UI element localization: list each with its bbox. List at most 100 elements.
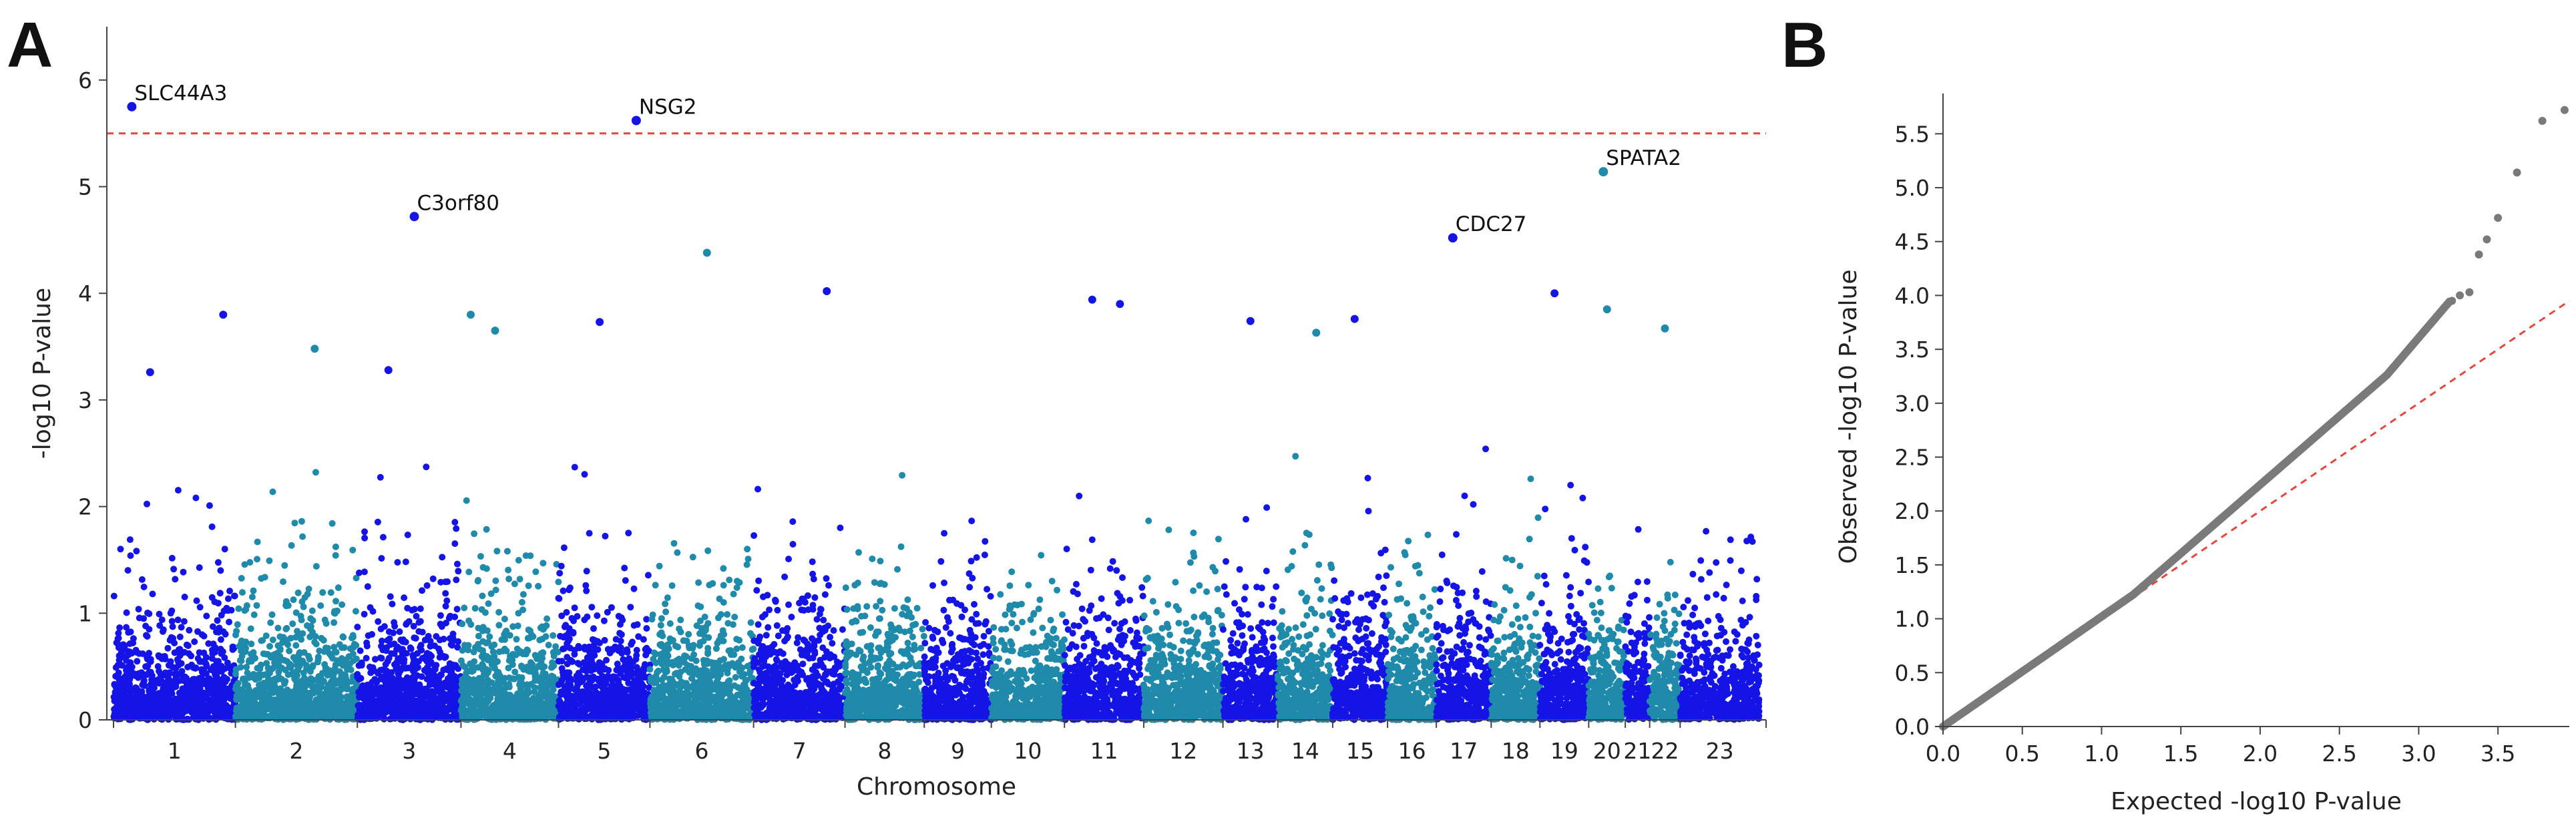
snp-point — [744, 546, 751, 553]
snp-point — [175, 662, 182, 669]
snp-point — [379, 534, 387, 541]
snp-point — [164, 682, 171, 689]
snp-point — [267, 619, 274, 626]
snp-point — [224, 715, 231, 723]
snp-point — [394, 559, 401, 566]
snp-point — [290, 700, 298, 708]
snp-point — [208, 523, 216, 530]
snp-point — [246, 559, 254, 566]
snp-point — [565, 686, 572, 694]
snp-point — [471, 530, 478, 538]
snp-point — [453, 576, 460, 584]
snp-point — [505, 674, 513, 681]
snp-point — [697, 603, 704, 610]
snp-point — [309, 662, 316, 669]
snp-point — [248, 594, 256, 600]
snp-point — [283, 636, 290, 644]
snp-point — [378, 654, 385, 662]
snp-point — [647, 678, 654, 685]
snp-point — [299, 533, 306, 540]
snp-point — [421, 655, 429, 662]
snp-point — [565, 697, 572, 704]
snp-point — [475, 624, 482, 632]
snp-point — [144, 609, 151, 616]
snp-point — [733, 636, 740, 643]
snp-point — [349, 546, 357, 554]
snp-point — [605, 690, 612, 696]
snp-point — [670, 540, 678, 547]
snp-point — [115, 714, 122, 721]
snp-point — [298, 598, 306, 605]
snp-point — [246, 657, 253, 664]
snp-point — [565, 708, 572, 715]
snp-point — [391, 676, 398, 684]
snp-point — [335, 584, 342, 592]
snp-point — [375, 618, 382, 625]
snp-point — [377, 473, 384, 481]
snp-point — [265, 693, 272, 700]
snp-point — [131, 670, 138, 678]
snp-point — [515, 703, 522, 710]
snp-point — [166, 698, 174, 705]
snp-point — [479, 592, 486, 600]
snp-point — [205, 640, 212, 647]
snp-point — [436, 654, 443, 661]
snp-point — [395, 655, 402, 662]
snp-point — [625, 530, 632, 537]
snp-point — [622, 660, 629, 668]
snp-point — [168, 554, 176, 562]
snp-point — [336, 692, 343, 700]
snp-point — [128, 664, 135, 672]
snp-point — [479, 564, 487, 571]
snp-point — [681, 690, 688, 698]
snp-point — [191, 638, 198, 645]
snp-point — [433, 678, 441, 685]
snp-point — [730, 590, 737, 598]
snp-point — [475, 577, 482, 584]
snp-point — [600, 617, 608, 624]
snp-point — [603, 656, 610, 664]
snp-point — [689, 554, 696, 561]
snp-point — [135, 606, 142, 613]
snp-point — [374, 518, 381, 526]
snp-point — [339, 601, 346, 608]
snp-point — [586, 643, 593, 650]
snp-point — [162, 656, 169, 662]
snp-point — [492, 672, 499, 680]
snp-point — [714, 709, 721, 717]
snp-point — [110, 693, 118, 700]
snp-point — [738, 644, 746, 651]
snp-point — [465, 642, 472, 649]
snp-point — [142, 622, 150, 630]
snp-point — [338, 644, 345, 651]
snp-point — [181, 594, 188, 600]
snp-point — [387, 641, 394, 648]
snp-point — [704, 660, 711, 667]
snp-point — [437, 671, 445, 678]
snp-point — [386, 635, 393, 642]
snp-point — [561, 623, 568, 630]
snp-point — [497, 700, 504, 708]
snp-point — [305, 586, 312, 592]
snp-point — [354, 624, 361, 630]
snp-point — [437, 612, 444, 619]
snp-point — [442, 706, 449, 714]
snp-point — [678, 658, 686, 665]
snp-point — [292, 709, 299, 717]
snp-point — [133, 548, 140, 555]
snp-point — [331, 610, 338, 616]
snp-point — [328, 652, 335, 660]
snp-point — [568, 615, 576, 622]
snp-point — [720, 582, 727, 589]
snp-point — [142, 663, 150, 670]
snp-point — [690, 692, 697, 699]
snp-point — [461, 604, 468, 612]
snp-point — [427, 698, 433, 705]
snp-point — [353, 574, 360, 582]
snp-point — [164, 644, 172, 652]
snp-point — [174, 699, 181, 706]
snp-point — [644, 572, 652, 579]
snp-point — [570, 629, 577, 636]
snp-point — [383, 667, 391, 674]
snp-point — [144, 671, 151, 678]
